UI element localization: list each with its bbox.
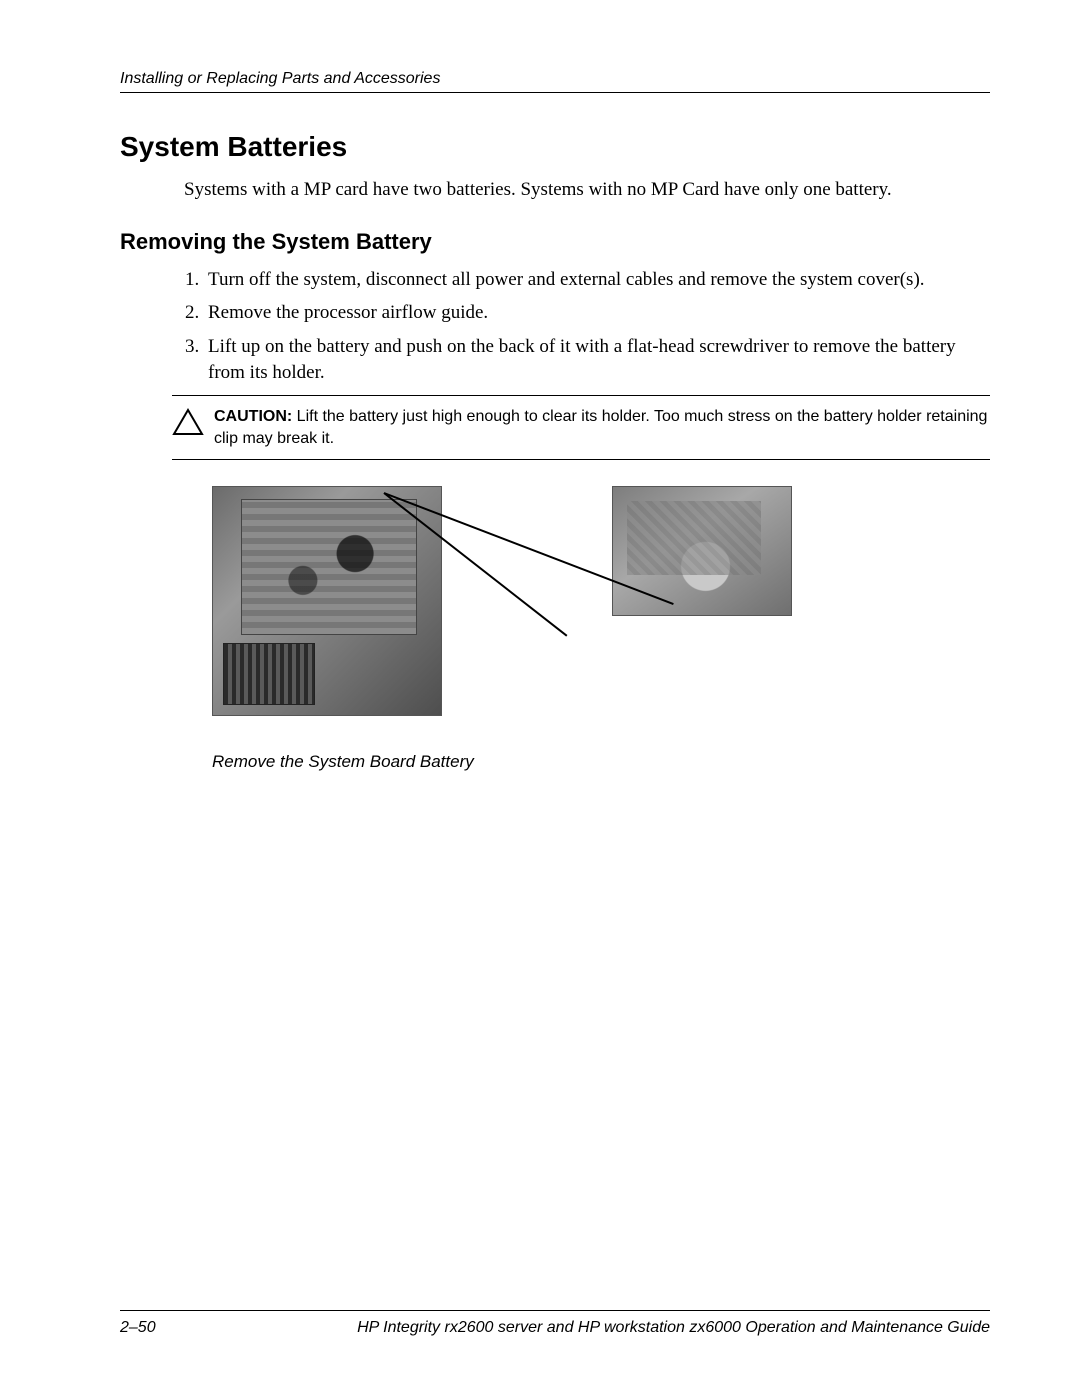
running-header: Installing or Replacing Parts and Access…: [120, 70, 990, 88]
header-section-title: Installing or Replacing Parts and Access…: [120, 70, 440, 88]
procedure-steps: Turn off the system, disconnect all powe…: [204, 267, 990, 386]
caution-text: CAUTION: Lift the battery just high enou…: [214, 406, 990, 449]
header-rule: [120, 92, 990, 93]
figure-battery-closeup-photo: [612, 486, 792, 616]
caution-block: CAUTION: Lift the battery just high enou…: [172, 395, 990, 460]
footer-rule: [120, 1310, 990, 1311]
page-title: System Batteries: [120, 131, 990, 163]
step-item: Remove the processor airflow guide.: [204, 300, 990, 326]
caution-triangle-icon: [172, 408, 204, 436]
figure-caption: Remove the System Board Battery: [212, 752, 990, 772]
step-item: Lift up on the battery and push on the b…: [204, 334, 990, 385]
step-item: Turn off the system, disconnect all powe…: [204, 267, 990, 293]
figure-system-board-photo: [212, 486, 442, 716]
page-number: 2–50: [120, 1319, 156, 1337]
document-title: HP Integrity rx2600 server and HP workst…: [357, 1319, 990, 1337]
figure: [212, 486, 792, 746]
caution-label: CAUTION:: [214, 408, 292, 425]
caution-body: Lift the battery just high enough to cle…: [214, 408, 987, 447]
section-heading: Removing the System Battery: [120, 229, 990, 255]
intro-paragraph: Systems with a MP card have two batterie…: [184, 177, 990, 203]
page-footer: 2–50 HP Integrity rx2600 server and HP w…: [120, 1310, 990, 1337]
